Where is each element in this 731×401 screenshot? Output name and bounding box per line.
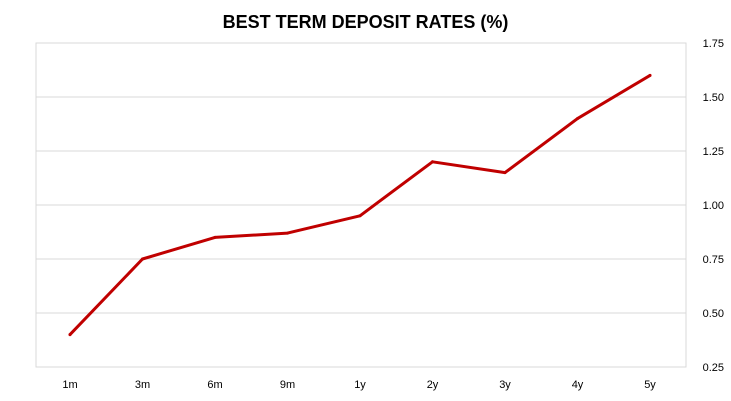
y-tick-label: 1.75 [703, 38, 724, 50]
y-tick-label: 1.50 [703, 92, 724, 104]
y-tick-label: 1.25 [703, 146, 724, 158]
x-tick-label: 3m [135, 379, 150, 391]
y-axis-ticks: 0.25 0.50 0.75 1.00 1.25 1.50 1.75 [703, 38, 724, 374]
data-point [358, 214, 362, 218]
x-tick-label: 9m [280, 379, 295, 391]
data-point [141, 257, 144, 261]
x-tick-label: 1m [62, 379, 77, 391]
x-tick-label: 5y [644, 379, 656, 391]
x-tick-label: 4y [572, 379, 584, 391]
gridlines [36, 42, 686, 368]
x-tick-label: 1y [354, 379, 366, 391]
y-tick-label: 0.25 [703, 362, 724, 374]
y-tick-label: 0.50 [703, 308, 724, 320]
y-tick-label: 1.00 [703, 200, 724, 212]
x-tick-label: 2y [427, 379, 439, 391]
data-point [431, 160, 434, 164]
x-axis-ticks: 1m 3m 6m 9m 1y 2y 3y 4y 5y [62, 379, 656, 391]
x-tick-label: 3y [499, 379, 511, 391]
data-point [648, 73, 652, 77]
data-point [68, 333, 72, 337]
chart-title: BEST TERM DEPOSIT RATES (%) [222, 12, 509, 32]
data-point [286, 231, 289, 235]
data-point [503, 171, 507, 175]
data-point [213, 235, 217, 239]
data-point [576, 117, 579, 121]
series-layer [68, 73, 652, 337]
x-tick-label: 6m [207, 379, 222, 391]
y-tick-label: 0.75 [703, 254, 724, 266]
